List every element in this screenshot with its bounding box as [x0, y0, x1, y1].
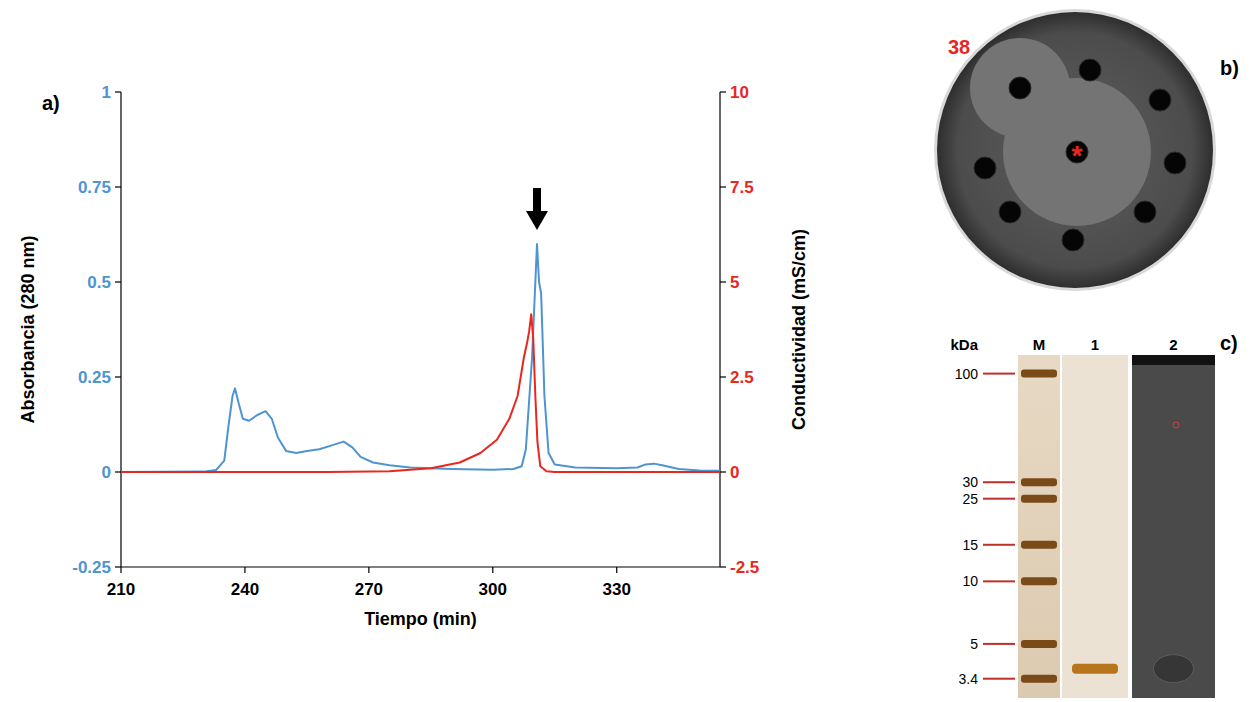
gel-tick-label: 10 — [962, 573, 978, 589]
series-line — [121, 314, 720, 472]
gel-tick-label: 15 — [962, 537, 978, 553]
ladder-band — [1021, 640, 1057, 648]
gel-lane — [1062, 355, 1128, 698]
well — [1079, 59, 1101, 81]
inhibition-halo — [1003, 78, 1151, 226]
lane-label: M — [1033, 336, 1046, 353]
gel-tick — [983, 544, 1015, 546]
gel-tick-label: 5 — [970, 636, 978, 652]
y-tick — [115, 91, 121, 92]
y-tick-label: 0.5 — [87, 273, 111, 292]
x-tick — [616, 567, 617, 573]
gel-tick-label: 3.4 — [959, 671, 979, 687]
well — [1009, 77, 1031, 99]
x-tick — [244, 567, 245, 573]
x-tick-label: 300 — [479, 580, 507, 599]
y-tick — [115, 376, 121, 377]
y2-tick-label: 2.5 — [730, 368, 754, 387]
gel-tick — [983, 373, 1015, 375]
gel-tick — [983, 481, 1015, 483]
ladder-band — [1021, 577, 1057, 585]
gel-lane — [1018, 355, 1060, 698]
y2-tick-label: -2.5 — [730, 558, 759, 577]
y-tick-label: 0.75 — [78, 178, 111, 197]
y2-tick-label: 7.5 — [730, 178, 754, 197]
x-axis-line — [121, 566, 720, 567]
y-tick-label: 0 — [102, 463, 111, 482]
y2-tick-label: 5 — [730, 273, 739, 292]
plate — [937, 12, 1213, 288]
well — [999, 201, 1021, 223]
x-tick — [492, 567, 493, 573]
x-tick-label: 330 — [603, 580, 631, 599]
ladder-band — [1021, 675, 1057, 683]
well — [1062, 229, 1084, 251]
y2-tick — [720, 91, 726, 92]
x-tick — [368, 567, 369, 573]
y2-tick — [720, 376, 726, 377]
lane-label: 2 — [1169, 336, 1177, 353]
y2-axis-line — [719, 92, 720, 567]
y2-tick — [720, 566, 726, 567]
overlay-lane — [1132, 355, 1215, 698]
y-axis-title: Absorbancia (280 nm) — [18, 235, 38, 423]
x-tick-label: 240 — [231, 580, 259, 599]
arrow-head — [526, 211, 548, 230]
y-tick — [115, 471, 121, 472]
gel-tick-label: 100 — [955, 366, 979, 382]
sample-band — [1072, 664, 1118, 674]
well — [1164, 152, 1186, 174]
y-tick — [115, 281, 121, 282]
y-axis-line — [120, 92, 121, 567]
gel-tick-label: 25 — [962, 491, 978, 507]
y-tick-label: -0.25 — [72, 558, 111, 577]
y2-tick — [720, 281, 726, 282]
overlay-spot — [1173, 422, 1179, 428]
lane-label: 1 — [1091, 336, 1099, 353]
well — [1134, 201, 1156, 223]
overlay-edge — [1132, 355, 1215, 365]
x-tick-label: 270 — [355, 580, 383, 599]
gel-tick — [983, 678, 1015, 680]
y2-axis-title: Conductividad (mS/cm) — [789, 229, 809, 430]
well-marker: * — [1072, 140, 1083, 171]
y-tick-label: 1 — [102, 83, 111, 102]
y-tick-label: 0.25 — [78, 368, 111, 387]
gel-axis-title: kDa — [950, 336, 978, 353]
ladder-band — [1021, 495, 1057, 503]
panel-letter: b) — [1220, 57, 1239, 79]
panel-letter: c) — [1220, 332, 1238, 354]
plate-rim — [934, 9, 1216, 291]
x-tick-label: 210 — [107, 580, 135, 599]
ladder-band — [1021, 541, 1057, 549]
plot-area — [121, 244, 720, 472]
activity-zone — [1154, 655, 1194, 683]
y-tick — [115, 186, 121, 187]
series-line — [121, 244, 720, 472]
gel-tick-label: 30 — [962, 474, 978, 490]
gel-tick — [983, 498, 1015, 500]
y2-tick-label: 0 — [730, 463, 739, 482]
well — [974, 157, 996, 179]
x-axis-title: Tiempo (min) — [364, 609, 477, 629]
arrow-shaft — [533, 188, 541, 212]
ladder-band — [1021, 478, 1057, 486]
y2-tick-label: 10 — [730, 83, 749, 102]
gel-tick — [983, 643, 1015, 645]
y2-tick — [720, 471, 726, 472]
ladder-band — [1021, 370, 1057, 378]
well — [1149, 89, 1171, 111]
y2-tick — [720, 186, 726, 187]
panel-letter: a) — [42, 92, 60, 114]
gel-tick — [983, 580, 1015, 582]
x-tick — [120, 567, 121, 573]
plate-label: 38 — [948, 36, 970, 58]
figure: a)-0.2500.250.50.751-2.502.557.510210240… — [0, 0, 1252, 702]
y-tick — [115, 566, 121, 567]
